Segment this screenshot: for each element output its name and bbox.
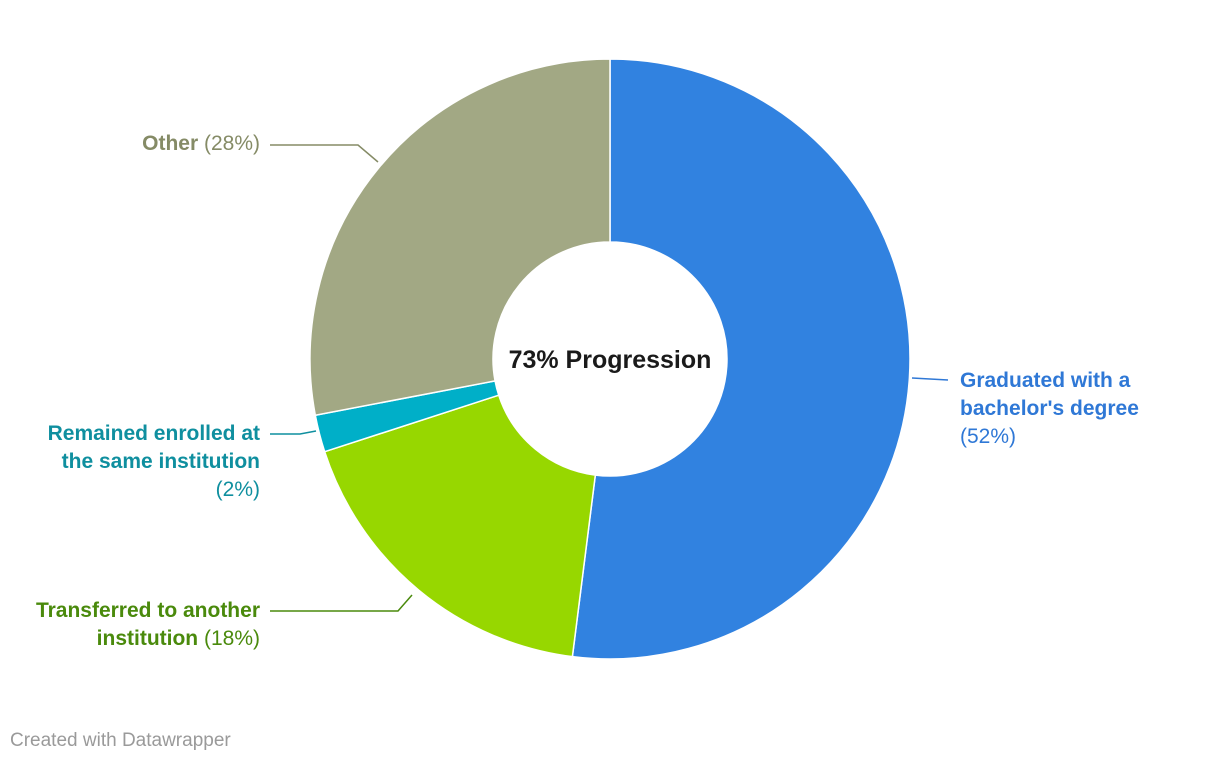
slice-name-graduated-line-2: bachelor's degree [960, 397, 1139, 420]
slice-name-transferred-line-2: institution [96, 627, 199, 650]
slice-graduated[interactable] [571, 58, 911, 660]
slice-label-remained-enrolled: Remained enrolled at the same institution… [48, 420, 260, 504]
slice-percent-graduated: (52%) [960, 425, 1017, 448]
leader-line-transferred [270, 594, 413, 612]
slice-name-remained-enrolled-line-2: the same institution [61, 450, 260, 473]
slice-name-remained-enrolled-line-1: Remained enrolled at [47, 422, 260, 445]
slice-name-other-line-1: Other [142, 132, 199, 155]
slice-percent-other: (28%) [198, 132, 260, 155]
slice-label-graduated: Graduated with a bachelor's degree (52%) [960, 367, 1139, 451]
slice-percent-transferred: (18%) [198, 627, 260, 650]
slice-label-other: Other (28%) [142, 130, 260, 158]
datawrapper-credit[interactable]: Created with Datawrapper [10, 730, 231, 751]
leader-line-remained-enrolled [270, 430, 317, 435]
leader-line-other [270, 144, 379, 163]
slice-name-transferred-line-1: Transferred to another [35, 599, 260, 622]
slice-name-graduated-line-1: Graduated with a [960, 369, 1131, 392]
center-label: 73% Progression [509, 346, 712, 374]
leader-line-graduated [911, 377, 949, 381]
slice-other[interactable] [309, 58, 611, 417]
slice-label-transferred: Transferred to another institution (18%) [36, 597, 260, 653]
slice-percent-remained-enrolled: (2%) [215, 478, 260, 501]
slice-transferred[interactable] [323, 394, 597, 658]
